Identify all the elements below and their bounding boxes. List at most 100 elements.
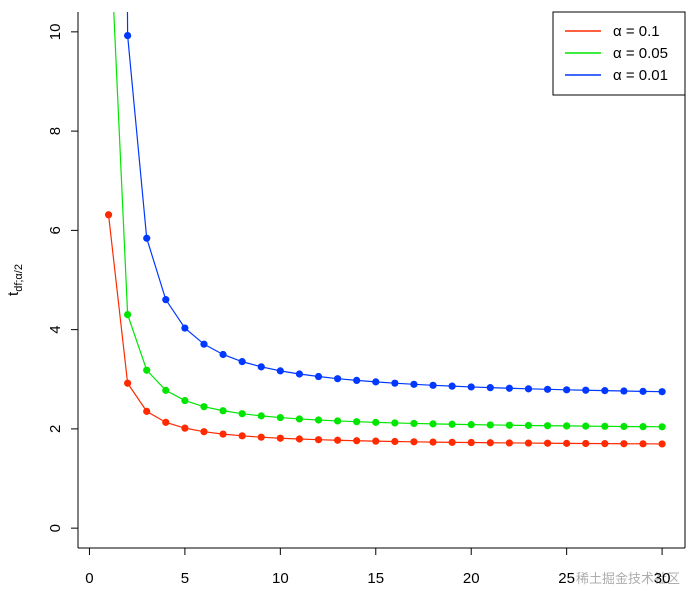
y-tick-label: 4 <box>47 325 64 333</box>
data-point <box>353 376 361 385</box>
data-point <box>467 383 475 391</box>
data-point <box>658 440 666 448</box>
data-point <box>238 410 246 418</box>
data-point <box>124 379 132 387</box>
data-point <box>467 438 475 447</box>
data-point <box>257 433 265 441</box>
data-point <box>219 350 227 359</box>
watermark: 稀土掘金技术社区 <box>576 571 680 586</box>
data-point <box>563 439 571 447</box>
data-point <box>639 423 647 431</box>
data-point <box>391 437 399 446</box>
data-point <box>391 419 399 427</box>
data-point <box>563 422 571 430</box>
data-point <box>601 387 609 395</box>
data-point <box>448 438 456 446</box>
data-point <box>563 386 571 394</box>
data-point <box>582 439 590 448</box>
data-point <box>333 375 342 383</box>
x-tick-label: 25 <box>558 570 575 587</box>
legend-label: α = 0.1 <box>613 23 660 40</box>
data-point <box>257 363 265 371</box>
data-point <box>238 358 246 366</box>
data-point <box>181 396 189 405</box>
y-tick-label: 8 <box>47 127 64 135</box>
data-point <box>658 423 666 431</box>
data-point <box>219 407 227 415</box>
y-tick-label: 2 <box>47 425 64 433</box>
data-point <box>333 417 342 425</box>
data-point <box>410 438 418 446</box>
data-point <box>276 434 284 442</box>
data-point <box>181 324 189 332</box>
data-point <box>333 436 342 444</box>
data-point <box>200 340 208 348</box>
data-point <box>276 413 284 422</box>
data-point <box>429 438 437 446</box>
data-point <box>124 31 132 40</box>
x-tick-label: 5 <box>181 570 189 587</box>
legend-label: α = 0.05 <box>613 45 668 62</box>
data-point <box>582 422 590 430</box>
data-point <box>124 310 132 319</box>
data-point <box>219 430 227 438</box>
data-point <box>505 384 513 392</box>
data-point <box>276 367 284 375</box>
data-point <box>314 436 323 444</box>
data-point <box>658 388 666 396</box>
data-point <box>467 421 475 429</box>
data-point <box>104 211 113 219</box>
data-point <box>639 440 647 448</box>
data-point <box>448 382 456 390</box>
data-point <box>391 379 399 387</box>
x-tick-label: 15 <box>367 570 384 587</box>
data-point <box>200 428 208 436</box>
data-point <box>162 418 170 426</box>
data-point <box>582 386 590 394</box>
data-point <box>620 422 628 431</box>
data-point <box>181 424 189 432</box>
data-point <box>543 439 552 447</box>
data-point <box>372 437 380 445</box>
data-point <box>295 415 304 423</box>
data-point <box>448 420 456 428</box>
data-point <box>162 386 170 394</box>
data-point <box>372 418 380 426</box>
series-line <box>107 214 663 445</box>
data-point <box>353 418 361 426</box>
data-point <box>143 234 151 242</box>
data-point <box>238 432 246 440</box>
data-point <box>601 422 609 430</box>
data-point <box>543 422 552 430</box>
y-tick-label: 0 <box>47 524 64 532</box>
data-point <box>295 435 304 443</box>
data-point <box>429 420 437 428</box>
data-point <box>257 412 265 420</box>
data-point <box>162 296 170 304</box>
data-point <box>524 439 533 447</box>
data-point <box>353 437 361 445</box>
data-point <box>410 380 418 388</box>
data-point <box>601 440 609 448</box>
data-point <box>372 378 380 386</box>
data-point <box>620 440 628 448</box>
data-point <box>200 403 208 411</box>
data-point <box>314 416 323 424</box>
data-point <box>524 385 533 393</box>
data-point <box>639 387 647 395</box>
y-tick-label: 6 <box>47 226 64 234</box>
x-tick-label: 0 <box>85 570 93 587</box>
x-tick-label: 20 <box>463 570 480 587</box>
y-tick-label: 10 <box>47 24 64 41</box>
data-point <box>505 439 513 447</box>
data-point <box>486 384 494 392</box>
data-point <box>543 385 552 393</box>
data-point <box>486 439 494 447</box>
data-point <box>314 372 323 381</box>
data-point <box>620 387 628 395</box>
legend-label: α = 0.01 <box>613 67 668 84</box>
data-point <box>143 407 151 415</box>
x-tick-label: 30 <box>654 570 671 587</box>
data-point <box>143 366 151 374</box>
